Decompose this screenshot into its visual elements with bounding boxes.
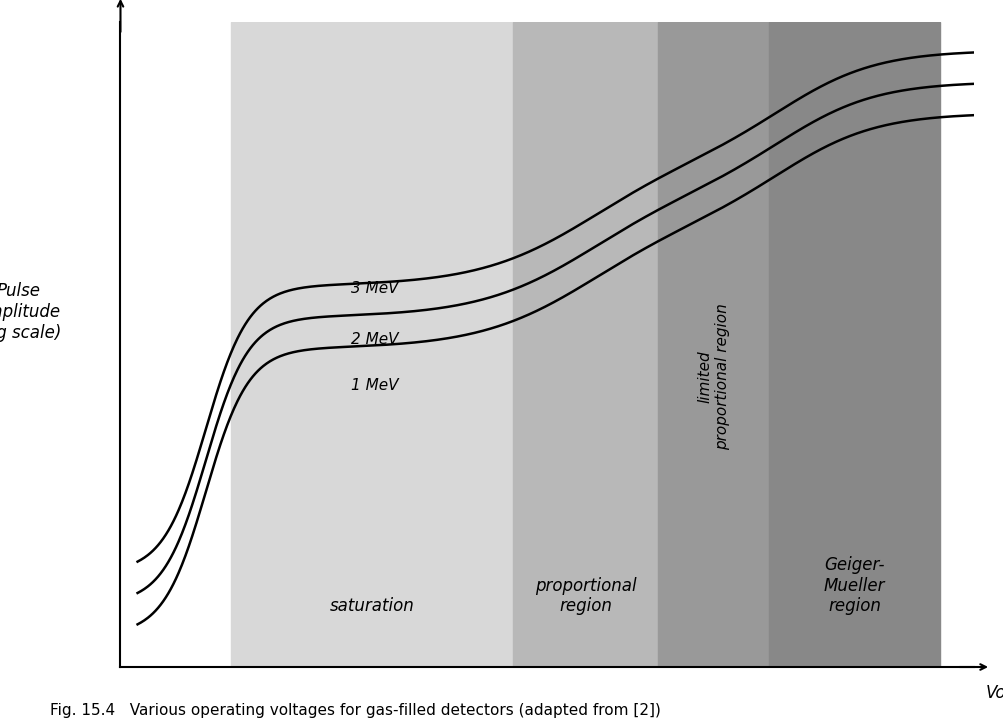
- Text: saturation: saturation: [330, 597, 414, 616]
- Text: proportional
region: proportional region: [535, 576, 636, 616]
- Text: 3 MeV: 3 MeV: [351, 281, 398, 296]
- Text: 1 MeV: 1 MeV: [351, 378, 398, 392]
- Text: Voltage: Voltage: [984, 684, 1003, 702]
- Text: limited
proportional region: limited proportional region: [697, 303, 729, 450]
- Text: Pulse
Amplitude
(log scale): Pulse Amplitude (log scale): [0, 282, 61, 342]
- Bar: [768, 22, 939, 667]
- Bar: [658, 22, 768, 667]
- Text: Fig. 15.4   Various operating voltages for gas-filled detectors (adapted from [2: Fig. 15.4 Various operating voltages for…: [50, 703, 660, 718]
- Bar: [513, 22, 658, 667]
- Text: Geiger-
Mueller
region: Geiger- Mueller region: [822, 556, 885, 616]
- Bar: [231, 22, 513, 667]
- Text: 2 MeV: 2 MeV: [351, 332, 398, 347]
